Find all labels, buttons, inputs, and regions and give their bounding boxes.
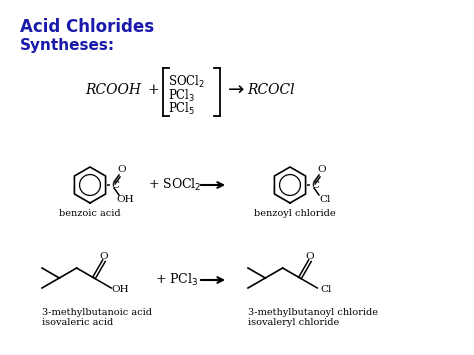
Text: benzoyl chloride: benzoyl chloride [254, 209, 336, 218]
Text: 3-methylbutanoyl chloride: 3-methylbutanoyl chloride [248, 308, 378, 317]
Text: Acid Chlorides: Acid Chlorides [20, 18, 154, 36]
Text: Cl: Cl [320, 284, 332, 294]
Text: + PCl$_3$: + PCl$_3$ [155, 272, 199, 288]
Text: O: O [118, 165, 126, 175]
Text: Syntheses:: Syntheses: [20, 38, 115, 53]
Text: →: → [228, 81, 245, 99]
Text: RCOOH: RCOOH [85, 83, 141, 97]
Text: OH: OH [111, 284, 129, 294]
Text: isovaleryl chloride: isovaleryl chloride [248, 318, 339, 327]
Text: O: O [306, 252, 314, 261]
Text: C: C [311, 180, 319, 190]
Text: +: + [148, 83, 160, 97]
Text: OH: OH [116, 195, 134, 203]
Text: 3-methylbutanoic acid: 3-methylbutanoic acid [42, 308, 152, 317]
Text: PCl$_5$: PCl$_5$ [168, 101, 195, 117]
Text: O: O [100, 252, 108, 261]
Text: Cl: Cl [319, 195, 331, 203]
Text: SOCl$_2$: SOCl$_2$ [168, 74, 205, 90]
Text: RCOCl: RCOCl [247, 83, 295, 97]
Text: isovaleric acid: isovaleric acid [42, 318, 113, 327]
Text: C: C [111, 180, 119, 190]
Text: PCl$_3$: PCl$_3$ [168, 88, 195, 104]
Text: benzoic acid: benzoic acid [59, 209, 121, 218]
Text: + SOCl$_2$: + SOCl$_2$ [148, 177, 201, 193]
Text: O: O [318, 165, 326, 175]
